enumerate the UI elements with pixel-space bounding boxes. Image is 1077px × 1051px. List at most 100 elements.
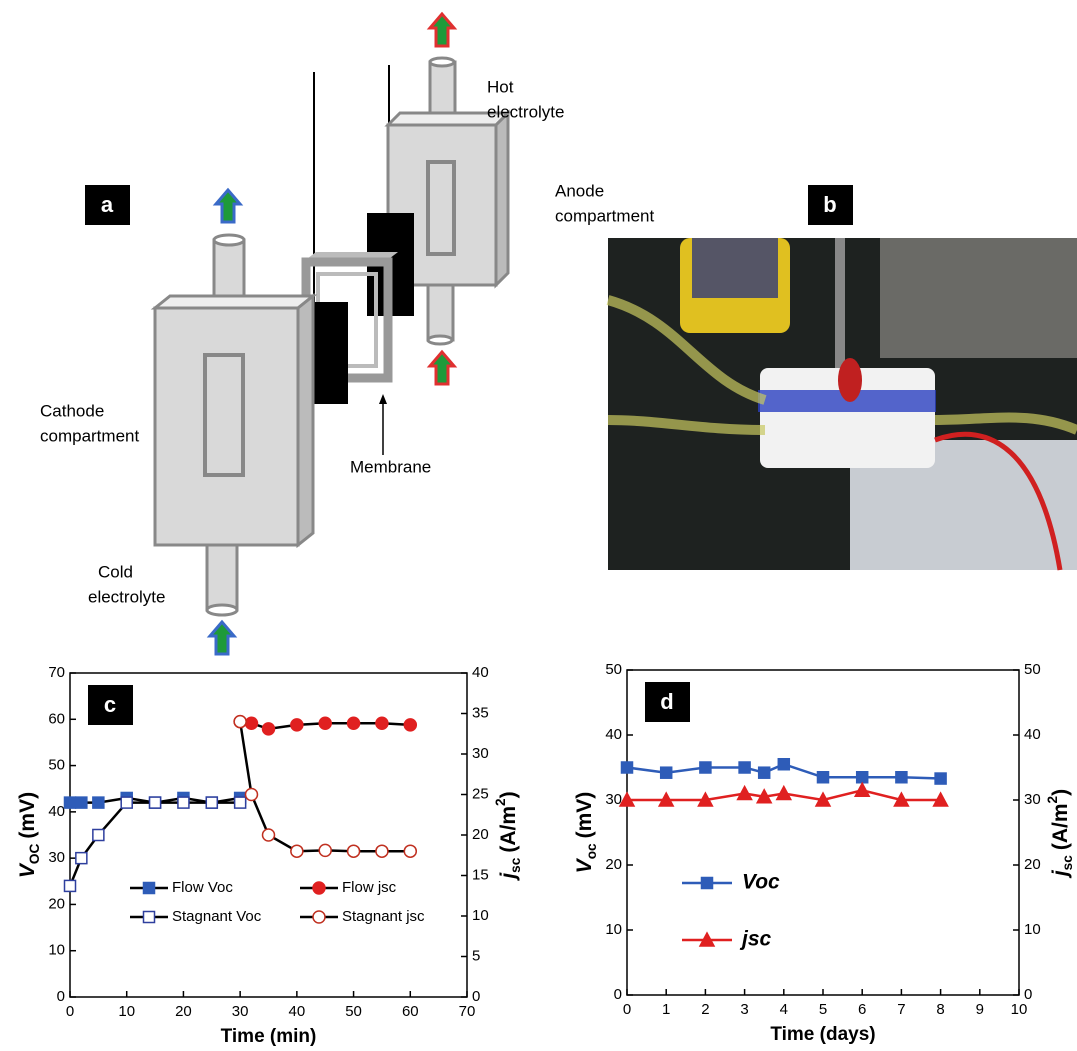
tube-end bbox=[205, 603, 239, 617]
y2-tick-label: 30 bbox=[472, 745, 489, 762]
axis-label-part: oc bbox=[584, 843, 599, 859]
panel-label: d bbox=[660, 689, 673, 714]
y2-tick-label: 10 bbox=[472, 907, 489, 924]
pointer-head bbox=[379, 394, 387, 404]
x-tick-label: 10 bbox=[1011, 1001, 1028, 1018]
y-tick-label: 40 bbox=[48, 803, 65, 820]
marker bbox=[142, 910, 156, 924]
y-tick-label: 10 bbox=[48, 942, 65, 959]
y2-tick-label: 50 bbox=[1024, 661, 1041, 678]
marker bbox=[63, 796, 77, 809]
panel-box bbox=[85, 185, 130, 225]
x-tick-label: 0 bbox=[623, 1001, 631, 1018]
marker bbox=[775, 784, 793, 801]
marker bbox=[375, 844, 389, 858]
marker bbox=[312, 910, 326, 924]
tube bbox=[212, 238, 246, 300]
window bbox=[426, 160, 456, 256]
marker bbox=[75, 851, 88, 865]
x-tick-label: 10 bbox=[118, 1003, 135, 1020]
y-tick-label: 0 bbox=[614, 986, 622, 1003]
axis-label-part: sc bbox=[1060, 855, 1075, 871]
marker bbox=[244, 787, 259, 802]
axis-label-part: (mV) bbox=[573, 792, 596, 839]
marker bbox=[318, 843, 332, 858]
label: Anode bbox=[555, 181, 604, 200]
marker bbox=[853, 781, 871, 797]
label: compartment bbox=[40, 426, 139, 445]
flow-arrow bbox=[428, 12, 456, 48]
y-tick-label: 10 bbox=[605, 921, 622, 938]
legend-label: Stagnant jsc bbox=[342, 908, 425, 925]
axis-label: jsc (A/m2) bbox=[1045, 789, 1075, 879]
label: Membrane bbox=[350, 457, 431, 476]
y-tick-label: 30 bbox=[605, 791, 622, 808]
diagram bbox=[150, 56, 512, 617]
marker bbox=[757, 766, 771, 779]
marker bbox=[738, 761, 751, 774]
axis-label-part: V bbox=[573, 857, 596, 873]
x-tick-label: 70 bbox=[459, 1003, 476, 1020]
x-axis-label: Time (days) bbox=[770, 1024, 875, 1045]
marker bbox=[934, 772, 947, 785]
y2-tick-label: 0 bbox=[1024, 986, 1032, 1003]
y2-tick-label: 20 bbox=[1024, 856, 1041, 873]
marker bbox=[290, 718, 304, 732]
cathode-box bbox=[153, 306, 300, 547]
axis-label-part: ) bbox=[497, 791, 520, 798]
marker bbox=[205, 796, 219, 809]
x-tick-label: 9 bbox=[976, 1001, 984, 1018]
marker bbox=[698, 931, 716, 947]
marker bbox=[618, 791, 636, 807]
y2-tick-label: 30 bbox=[1024, 791, 1041, 808]
axis-label-part: sc bbox=[508, 857, 523, 873]
marker bbox=[816, 771, 830, 784]
marker bbox=[893, 791, 910, 807]
x-tick-label: 5 bbox=[819, 1001, 827, 1018]
axis-label: Voc (mV) bbox=[573, 792, 600, 874]
marker bbox=[895, 771, 908, 784]
axis-label-part: (A/m bbox=[1049, 803, 1072, 850]
panel-box bbox=[808, 185, 853, 225]
marker bbox=[659, 766, 673, 779]
flow-arrow bbox=[208, 620, 236, 656]
tube-end bbox=[428, 56, 456, 68]
x-axis-label: Time (min) bbox=[221, 1026, 317, 1047]
y2-tick-label: 40 bbox=[1024, 726, 1041, 743]
marker bbox=[657, 791, 675, 807]
panel-box bbox=[645, 682, 690, 722]
tube bbox=[426, 283, 455, 342]
x-tick-label: 30 bbox=[232, 1003, 249, 1020]
marker bbox=[233, 796, 247, 809]
legend-label: jsc bbox=[739, 928, 772, 951]
y2-tick-label: 20 bbox=[472, 826, 489, 843]
x-tick-label: 2 bbox=[701, 1001, 709, 1018]
y-tick-label: 60 bbox=[48, 710, 65, 727]
y2-tick-label: 25 bbox=[472, 785, 489, 802]
y-tick-label: 20 bbox=[48, 895, 65, 912]
box-side bbox=[296, 292, 315, 549]
x-tick-label: 4 bbox=[780, 1001, 788, 1018]
y-tick-label: 30 bbox=[48, 849, 65, 866]
panel-label: a bbox=[101, 192, 114, 217]
marker bbox=[403, 718, 418, 732]
photo bbox=[606, 238, 1077, 571]
y-tick-label: 50 bbox=[48, 757, 65, 774]
x-tick-label: 1 bbox=[662, 1001, 670, 1018]
y2-tick-label: 0 bbox=[472, 988, 480, 1005]
y2-tick-label: 15 bbox=[472, 866, 489, 883]
marker bbox=[755, 788, 773, 804]
y-tick-label: 20 bbox=[605, 856, 622, 873]
x-tick-label: 60 bbox=[402, 1003, 419, 1020]
marker bbox=[777, 758, 791, 771]
marker bbox=[261, 828, 276, 842]
marker bbox=[177, 796, 190, 809]
tube-end bbox=[426, 334, 454, 346]
marker bbox=[375, 716, 389, 730]
marker bbox=[736, 784, 753, 801]
window bbox=[203, 353, 245, 477]
axis-label-part: 2 bbox=[493, 798, 508, 806]
y2-tick-label: 5 bbox=[472, 947, 480, 964]
label: Cold bbox=[98, 562, 133, 581]
axis-label: jsc (A/m2) bbox=[493, 791, 523, 881]
